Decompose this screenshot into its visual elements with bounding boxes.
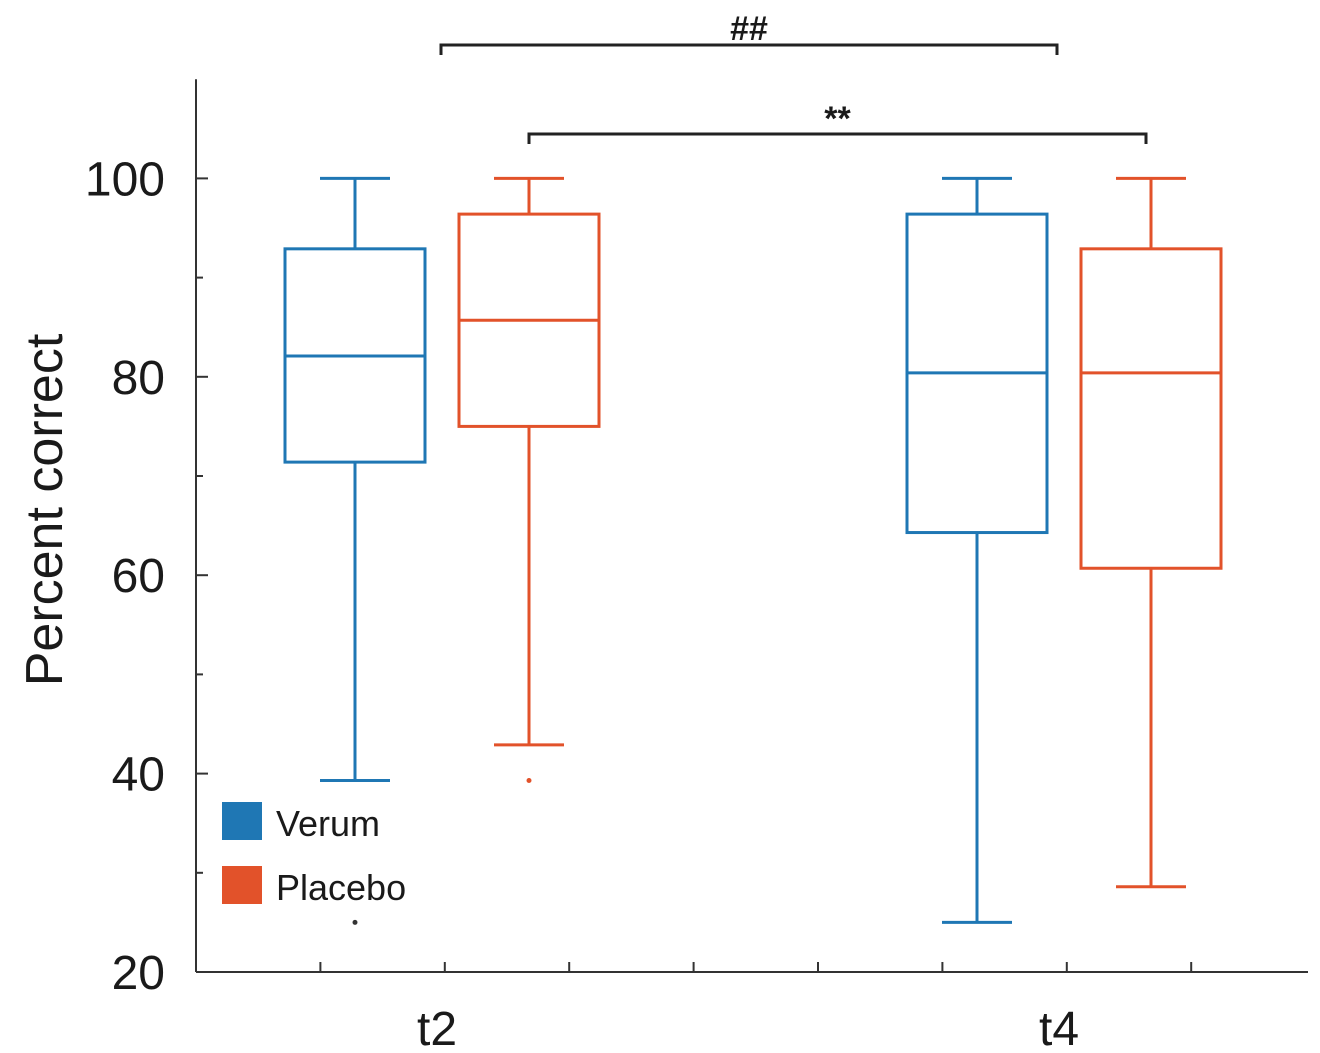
y-tick-label: 100 bbox=[85, 153, 165, 206]
bracket-line bbox=[527, 132, 1148, 144]
legend-swatch-placebo bbox=[222, 866, 262, 904]
significance-bracket: ** bbox=[527, 100, 1148, 144]
legend-label-verum: Verum bbox=[276, 803, 380, 844]
y-axis-title: Percent correct bbox=[16, 333, 74, 686]
axes: 20 40 60 80 100 t2 t4 bbox=[85, 79, 1308, 1053]
box-placebo-t2 bbox=[457, 176, 601, 784]
y-tick-label: 40 bbox=[112, 749, 165, 802]
significance-label: ## bbox=[730, 10, 768, 48]
legend: Verum Placebo bbox=[222, 802, 406, 908]
box-iqr bbox=[1079, 247, 1223, 570]
box-verum-t4 bbox=[905, 176, 1049, 924]
significance-bracket: ## bbox=[439, 10, 1059, 55]
box-placebo-t4 bbox=[1079, 176, 1223, 889]
x-tick-label: t2 bbox=[417, 1003, 457, 1053]
legend-swatch-verum bbox=[222, 802, 262, 840]
y-tick-label: 80 bbox=[112, 352, 165, 405]
y-tick-label: 60 bbox=[112, 550, 165, 603]
significance-brackets: ## ** bbox=[439, 10, 1148, 144]
bracket-line bbox=[439, 43, 1059, 55]
x-tick-label: t4 bbox=[1039, 1003, 1079, 1053]
significance-label: ** bbox=[824, 100, 851, 138]
legend-label-placebo: Placebo bbox=[276, 867, 406, 908]
box-series bbox=[283, 176, 1223, 925]
outlier-point bbox=[352, 919, 358, 925]
y-tick-label: 20 bbox=[112, 947, 165, 1000]
box-verum-t2 bbox=[283, 176, 427, 925]
outlier-point bbox=[526, 778, 532, 784]
